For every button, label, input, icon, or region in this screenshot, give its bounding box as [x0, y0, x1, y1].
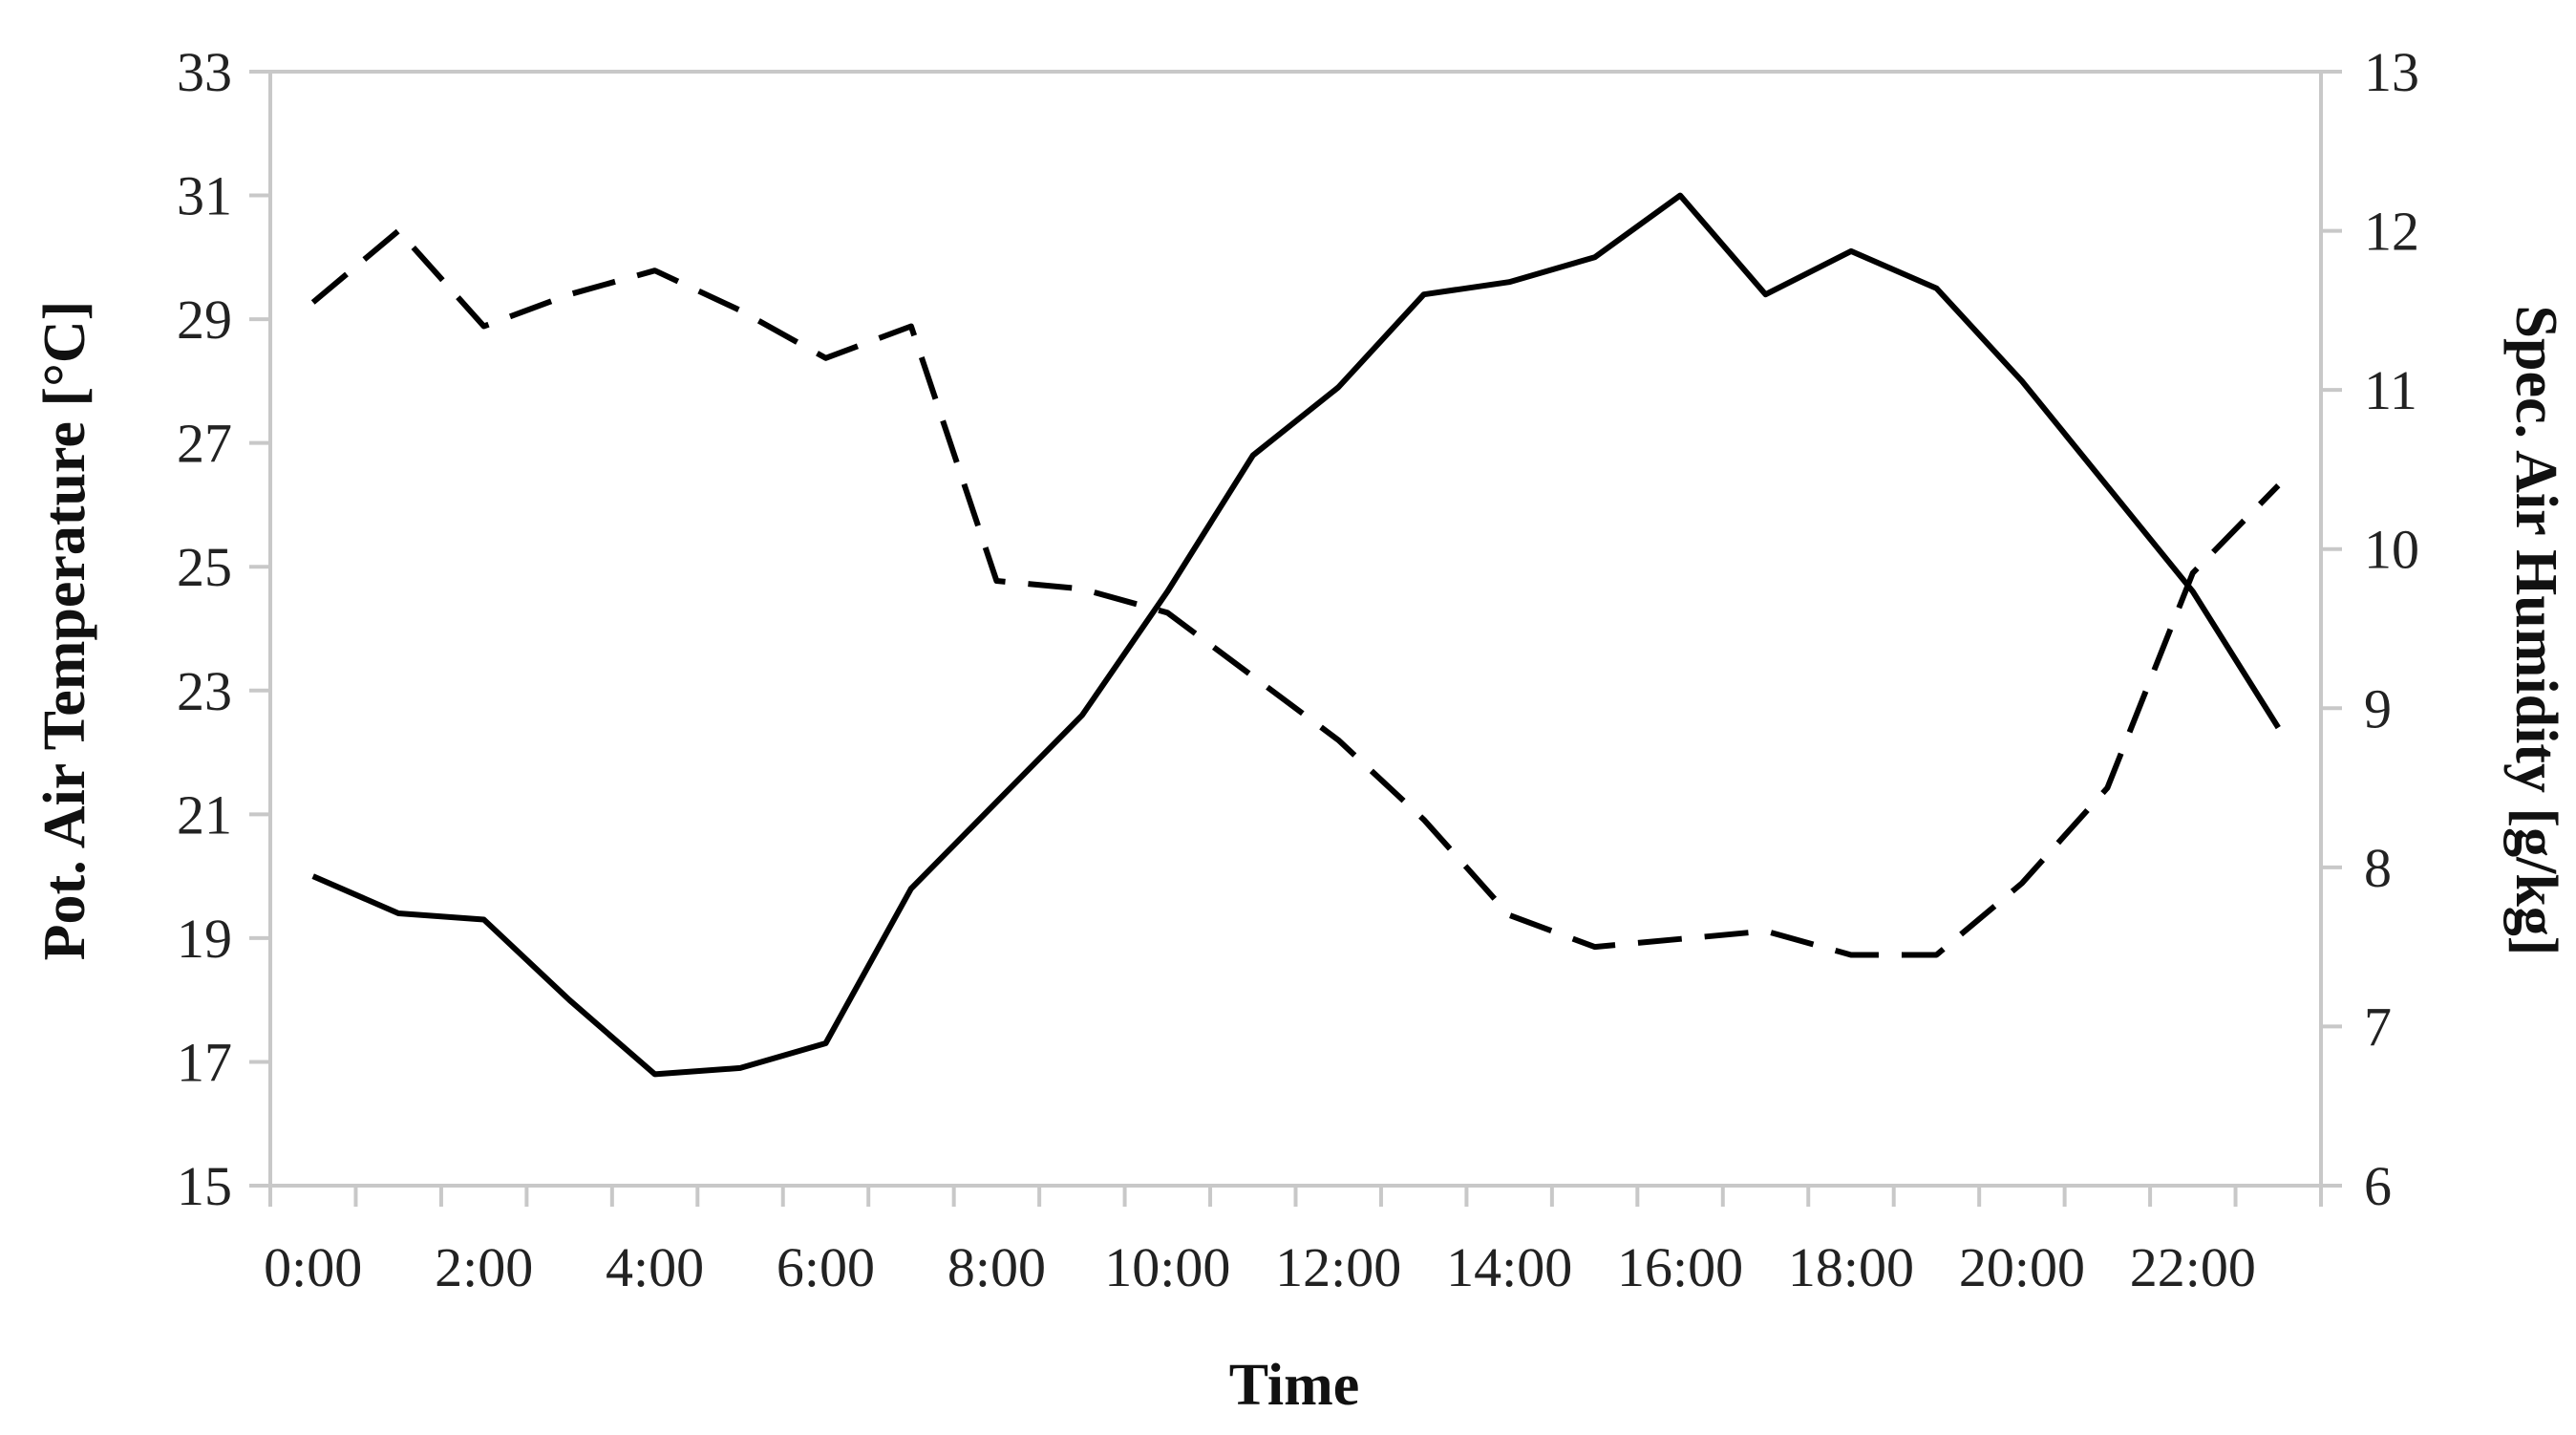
x-tick-label: 2:00	[435, 1236, 533, 1298]
x-tick-label: 22:00	[2130, 1236, 2256, 1298]
x-tick-label: 16:00	[1617, 1236, 1743, 1298]
right-y-tick-label: 9	[2364, 677, 2392, 739]
x-axis: 0:00 2:00 4:00 6:00 8:00 10:00 12:00 14:00 16:00…	[264, 1186, 2323, 1298]
right-y-tick-label: 6	[2364, 1155, 2392, 1217]
x-tick-label: 10:00	[1104, 1236, 1230, 1298]
left-y-axis-title: Pot. Air Temperature [°C]	[32, 301, 97, 961]
left-y-tick-label: 31	[177, 165, 232, 227]
humidity-series-line	[310, 227, 2281, 958]
left-y-tick-label: 27	[177, 413, 232, 475]
left-y-tick-label: 21	[177, 783, 232, 846]
left-y-tick-label: 23	[177, 660, 232, 722]
left-y-tick-label: 17	[177, 1031, 232, 1093]
right-y-tick-label: 7	[2364, 996, 2392, 1058]
left-y-tick-label: 25	[177, 536, 232, 598]
x-tick-label: 4:00	[606, 1236, 704, 1298]
x-tick-label: 8:00	[947, 1236, 1046, 1298]
left-y-axis: 15 17 19 21 23 25 27 29 31 33	[177, 41, 270, 1217]
left-y-tick-label: 15	[177, 1155, 232, 1217]
right-y-tick-label: 10	[2364, 519, 2419, 581]
x-tick-label: 0:00	[264, 1236, 362, 1298]
x-axis-title: Time	[1229, 1353, 1360, 1418]
right-y-axis-title: Spec. Air Humidity [g/kg]	[2503, 306, 2568, 956]
right-y-tick-label: 8	[2364, 837, 2392, 899]
temperature-series-line	[311, 192, 2281, 1078]
x-tick-label: 18:00	[1788, 1236, 1914, 1298]
x-tick-label: 6:00	[777, 1236, 875, 1298]
left-y-tick-label: 29	[177, 289, 232, 351]
left-y-tick-label: 19	[177, 908, 232, 970]
x-tick-label: 12:00	[1275, 1236, 1401, 1298]
left-y-tick-label: 33	[177, 41, 232, 103]
right-y-axis: 6 7 8 9 10 11 12 13	[2321, 41, 2419, 1217]
right-y-tick-label: 11	[2364, 359, 2417, 421]
x-tick-label: 20:00	[1959, 1236, 2085, 1298]
series-layer	[310, 192, 2281, 1078]
right-y-tick-label: 13	[2364, 41, 2419, 103]
x-tick-label: 14:00	[1446, 1236, 1572, 1298]
right-y-tick-label: 12	[2364, 201, 2419, 263]
